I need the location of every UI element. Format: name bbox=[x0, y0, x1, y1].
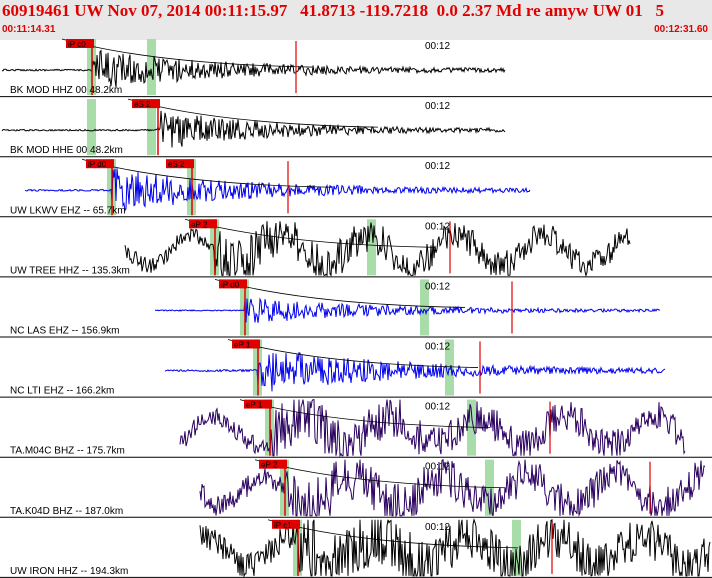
pick-tag[interactable] bbox=[272, 519, 300, 529]
moveout-curve bbox=[184, 218, 436, 248]
pick-tag[interactable] bbox=[189, 219, 217, 229]
trace-row[interactable]: 00:12 eP 2 TA.K04D BHZ -- 187.0km bbox=[0, 458, 712, 518]
pick-label: eS 2 bbox=[168, 160, 185, 169]
time-mark: 00:12 bbox=[425, 462, 450, 473]
pick-window bbox=[467, 399, 476, 456]
trace-row[interactable]: 00:12 iP c1 UW IRON HHZ -- 194.3km bbox=[0, 518, 712, 578]
window-end-time: 00:12:31.60 bbox=[654, 24, 708, 35]
station-label: UW LKWV EHZ -- 65.7km bbox=[10, 205, 126, 216]
pick-window bbox=[420, 279, 429, 336]
trace-row[interactable]: 00:12 eP 2 UW TREE HHZ -- 135.3km bbox=[0, 218, 712, 278]
pick-tag[interactable] bbox=[132, 99, 160, 109]
trace-row[interactable]: 00:12 iP c0 BK MOD HHZ 00 48.2km bbox=[0, 38, 712, 98]
station-label: NC LAS EHZ -- 156.9km bbox=[10, 326, 119, 337]
pick-tag[interactable] bbox=[232, 339, 260, 349]
station-label: UW IRON HHZ -- 194.3km bbox=[10, 566, 128, 577]
station-label: TA.M04C BHZ -- 175.7km bbox=[10, 446, 125, 457]
station-label: BK MOD HHZ 00 48.2km bbox=[10, 85, 122, 96]
waveform bbox=[154, 297, 661, 323]
time-mark: 00:12 bbox=[425, 41, 450, 52]
event-summary: 60919461 UW Nov 07, 2014 00:11:15.97 41.… bbox=[2, 1, 665, 20]
pick-label: eP 1 bbox=[234, 341, 251, 350]
pick-window bbox=[445, 339, 454, 396]
pick-tag[interactable] bbox=[66, 39, 94, 48]
waveform bbox=[179, 399, 686, 458]
pick-window bbox=[147, 39, 156, 96]
seismogram-panel[interactable]: 00:12 iP c0 BK MOD HHZ 00 48.2km 00:12 eS 2 B… bbox=[0, 37, 712, 578]
time-mark: 00:12 bbox=[425, 342, 450, 353]
pick-tag[interactable] bbox=[166, 159, 194, 169]
waveform bbox=[199, 458, 706, 518]
trace-row[interactable]: 00:12 eP 1 TA.M04C BHZ -- 175.7km bbox=[0, 399, 712, 458]
trace-row[interactable]: 00:12 eS 2 BK MOD HHE 00 48.2km bbox=[0, 98, 712, 158]
pick-tag[interactable] bbox=[259, 459, 287, 469]
waveform bbox=[24, 168, 531, 212]
pick-tag[interactable] bbox=[219, 279, 247, 289]
event-header: 60919461 UW Nov 07, 2014 00:11:15.97 41.… bbox=[0, 0, 712, 40]
trace-row[interactable]: 00:12 eP 1 NC LTI EHZ -- 166.2km bbox=[0, 339, 712, 398]
trace-row[interactable]: 00:12 iP d0 eS 2 UW LKWV EHZ -- 65.7km bbox=[0, 158, 712, 218]
station-label: UW TREE HHZ -- 135.3km bbox=[10, 265, 130, 276]
waveform bbox=[199, 518, 711, 578]
time-mark: 00:12 bbox=[425, 101, 450, 112]
pick-window bbox=[147, 99, 156, 156]
trace-row[interactable]: 00:12 iP d0 NC LAS EHZ -- 156.9km bbox=[0, 279, 712, 338]
waveform bbox=[164, 351, 666, 392]
pick-label: eP 2 bbox=[191, 220, 208, 229]
waveform bbox=[1, 49, 506, 88]
waveform bbox=[1, 110, 506, 148]
station-label: BK MOD HHE 00 48.2km bbox=[10, 145, 123, 156]
station-label: TA.K04D BHZ -- 187.0km bbox=[10, 506, 123, 517]
time-mark: 00:12 bbox=[425, 402, 450, 413]
pick-label: eP 1 bbox=[246, 401, 263, 410]
pick-label: iP c0 bbox=[68, 40, 86, 49]
time-mark: 00:12 bbox=[425, 221, 450, 232]
time-mark: 00:12 bbox=[425, 161, 450, 172]
waveform bbox=[124, 221, 631, 278]
pick-label: eS 2 bbox=[134, 100, 151, 109]
pick-label: iP d0 bbox=[221, 280, 240, 289]
window-start-time: 00:11:14.31 bbox=[2, 24, 56, 35]
pick-window bbox=[87, 99, 96, 156]
pick-tag[interactable] bbox=[244, 399, 272, 409]
pick-label: iP c1 bbox=[274, 521, 292, 530]
station-label: NC LTI EHZ -- 166.2km bbox=[10, 386, 114, 397]
time-mark: 00:12 bbox=[425, 281, 450, 292]
pick-window bbox=[367, 219, 376, 276]
pick-label: iP d0 bbox=[88, 160, 107, 169]
pick-label: eP 2 bbox=[261, 461, 278, 470]
time-mark: 00:12 bbox=[425, 522, 450, 533]
pick-tag[interactable] bbox=[86, 159, 114, 169]
